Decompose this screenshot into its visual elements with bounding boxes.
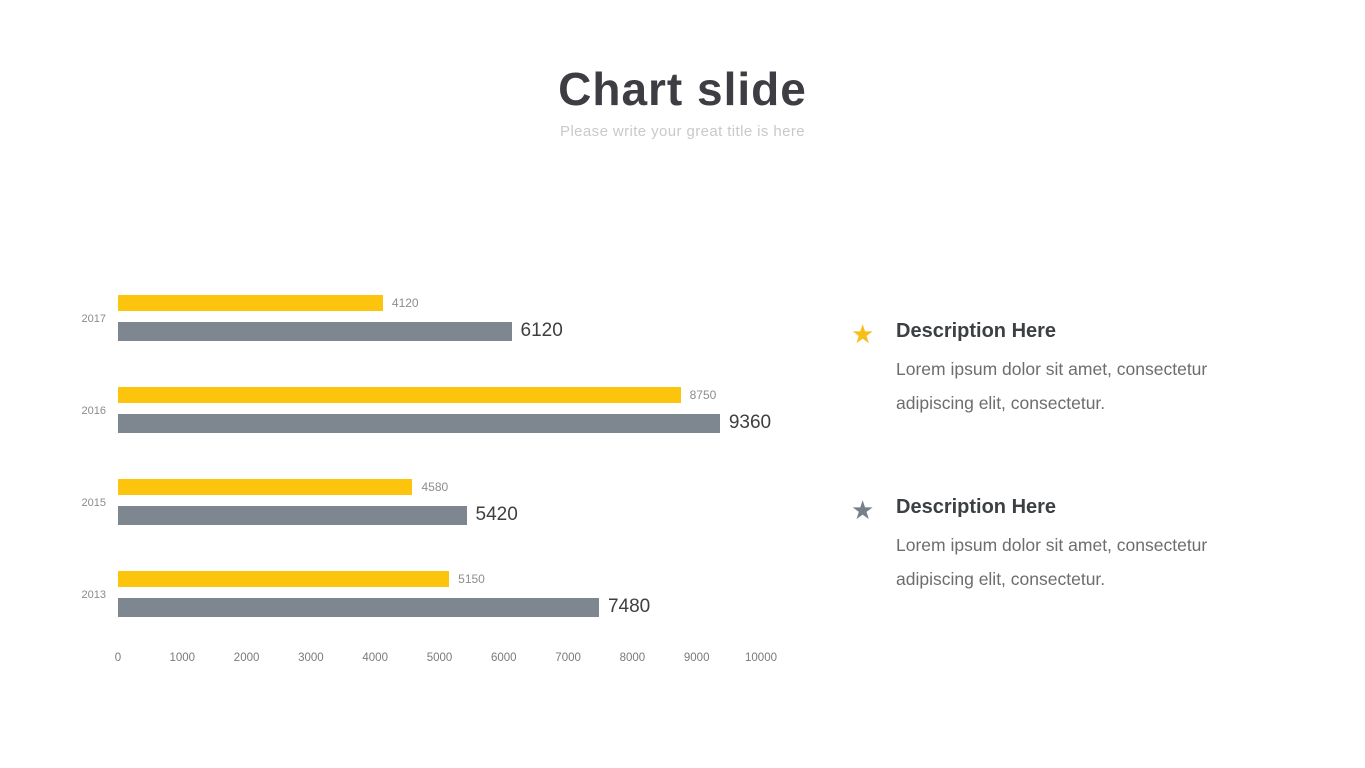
page-title: Chart slide [558,63,807,115]
bar-row: 5420 [118,504,761,526]
x-tick-label: 7000 [555,652,581,664]
x-tick-label: 10000 [745,652,777,664]
bar-value-label: 5150 [458,572,485,586]
description-body: Lorem ipsum dolor sit amet, consectetur … [896,359,1208,413]
bar-value-label: 8750 [689,388,717,402]
bar-yellow-series-2013 [118,571,450,587]
category-label: 2017 [81,312,106,325]
bar-row: 8750 [118,387,761,403]
bar-yellow-series-2015 [118,479,413,495]
bar-pair: 4580 5420 [118,479,761,526]
page-subtitle: Please write your great title is here [560,123,805,140]
bar-yellow-series-2016 [118,387,681,403]
bar-pair: 4120 6120 [118,295,761,342]
slide-header: Chart slide Please write your great titl… [0,62,1365,140]
description-title: Description Here [896,496,1057,518]
bar-gray-series-2013 [118,597,599,617]
x-tick-label: 1000 [169,652,196,664]
bar-chart: 2017 4120 6120 2016 8750 9360 2015 4580 5420 2013… [76,295,777,668]
category-label: 2015 [81,496,106,509]
chart-group-2016: 2016 8750 9360 [76,387,771,434]
bar-value-label: 4120 [391,296,419,310]
description-text: Description Here Lorem ipsum dolor sit am… [896,320,1244,420]
category-label: 2016 [81,404,106,417]
bar-row: 4580 [118,479,761,495]
bar-pair: 8750 9360 [118,387,771,434]
x-tick-label: 3000 [298,652,324,664]
bar-gray-series-2015 [118,505,467,525]
x-tick-label: 6000 [491,652,517,664]
description-text: Description Here Lorem ipsum dolor sit am… [896,496,1244,596]
bar-gray-series-2016 [118,413,720,433]
star-icon: ★ [851,319,875,349]
star-icon: ★ [851,495,875,525]
bar-value-label: 7480 [607,596,651,617]
bar-row: 4120 [118,295,761,311]
x-tick-label: 8000 [619,652,646,664]
description-block-1: ★ Description Here Lorem ipsum dolor sit a… [851,320,1244,420]
bar-row: 5150 [118,571,761,587]
x-tick-label: 4000 [362,652,388,664]
bar-value-label: 9360 [728,412,772,433]
x-tick-label: 2000 [233,652,260,664]
bar-row: 6120 [118,320,761,342]
x-tick-label: 9000 [683,652,710,664]
bar-value-label: 6120 [520,320,563,341]
bar-row: 9360 [118,412,771,434]
bar-yellow-series-2017 [118,295,383,311]
x-tick-label: 0 [114,652,122,664]
description-body: Lorem ipsum dolor sit amet, consectetur … [896,535,1208,589]
bar-pair: 5150 7480 [118,571,761,618]
description-list: ★ Description Here Lorem ipsum dolor sit a… [851,320,1244,596]
x-tick-label: 5000 [426,652,453,664]
description-title: Description Here [896,320,1057,342]
bar-gray-series-2017 [118,321,512,341]
bar-row: 7480 [118,596,761,618]
chart-group-2015: 2015 4580 5420 [76,479,761,526]
x-axis: 0 1000 2000 3000 4000 5000 6000 7000 8000 9000 100… [114,652,777,668]
bar-value-label: 4580 [421,480,449,494]
chart-group-2017: 2017 4120 6120 [76,295,761,342]
chart-group-2013: 2013 5150 7480 [76,571,761,618]
description-block-2: ★ Description Here Lorem ipsum dolor sit a… [851,496,1244,596]
category-label: 2013 [81,588,106,601]
chart-plot-area: 2017 4120 6120 2016 8750 9360 2015 4580 5420 2013… [76,295,771,618]
bar-value-label: 5420 [475,504,518,525]
